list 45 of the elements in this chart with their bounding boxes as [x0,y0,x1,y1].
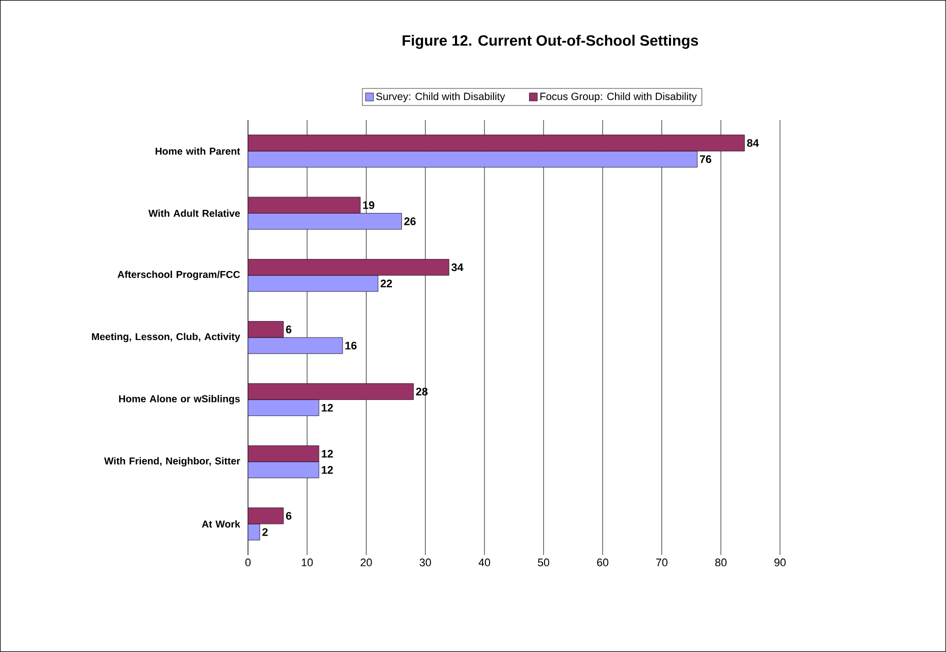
bar [248,383,414,400]
chart-title: Figure 12. Current Out-of-School Settings [402,34,698,49]
data-label: 26 [404,217,416,226]
y-tick-label: At Work [202,520,240,528]
legend-label: Survey: Child with Disability [376,92,506,102]
data-label: 34 [451,263,464,272]
bar [248,275,378,292]
data-label: 22 [380,280,392,288]
bar [248,337,343,354]
x-tick-label: 50 [538,558,550,566]
data-label: 16 [345,342,357,350]
x-tick-label: 0 [245,558,251,566]
data-label: 84 [747,139,759,147]
x-tick-label: 40 [478,558,490,566]
x-tick-label: 10 [302,558,313,566]
bar [248,150,698,168]
bar [248,445,320,462]
bar [248,134,745,152]
data-label: 2 [262,528,268,536]
data-label: 12 [322,404,333,412]
data-label: 6 [286,326,292,334]
bar [248,462,320,478]
x-tick-label: 80 [715,558,727,566]
y-tick-label: Home Alone or wSiblings [119,394,240,404]
data-label: 76 [700,155,712,164]
data-label: 6 [286,512,292,520]
x-tick-label: 70 [656,558,668,566]
data-label: 12 [322,450,333,458]
y-tick-label: Afterschool Program/FCC [118,270,240,280]
x-tick-label: 30 [420,558,431,566]
x-tick-label: 90 [774,558,786,566]
bar [248,213,402,230]
bar [248,508,284,524]
bar [248,399,320,416]
y-tick-label: Meeting, Lesson, Club, Activity [92,332,240,342]
bar [248,259,450,276]
x-tick-label: 60 [597,558,608,566]
bar [248,321,284,338]
legend-label: Focus Group: Child with Disability [540,92,697,102]
x-tick-label: 20 [360,558,372,566]
y-tick-label: With Adult Relative [148,210,240,217]
y-tick-label: With Friend, Neighbor, Sitter [104,457,240,466]
bar [248,196,361,214]
data-label: 12 [322,466,333,474]
y-tick-label: Home with Parent [156,147,240,155]
